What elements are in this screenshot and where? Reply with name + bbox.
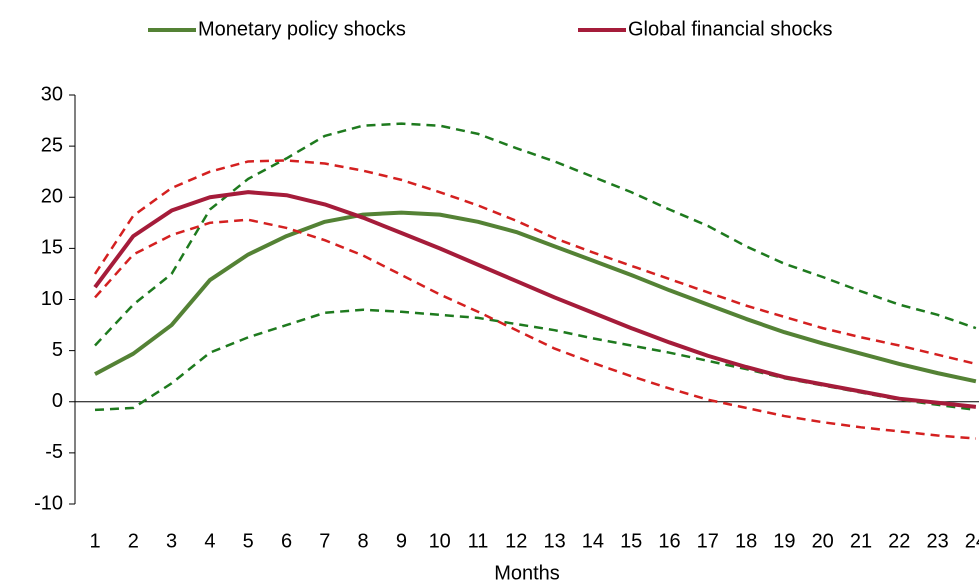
x-tick-label: 13 — [543, 530, 565, 552]
x-tick-label: 12 — [505, 530, 527, 552]
band-line — [94, 122, 977, 347]
x-tick-label: 4 — [204, 530, 215, 552]
x-tick-label: 6 — [281, 530, 292, 552]
y-tick-label: 10 — [41, 288, 63, 310]
y-tick-label: 0 — [52, 390, 63, 412]
y-tick-label: -5 — [45, 441, 63, 463]
x-tick-label: 3 — [166, 530, 177, 552]
x-tick-label: 20 — [812, 530, 834, 552]
x-tick-label: 15 — [620, 530, 642, 552]
legend-label: Monetary policy shocks — [198, 18, 406, 40]
legend-label: Global financial shocks — [628, 18, 833, 40]
y-tick-label: 5 — [52, 339, 63, 361]
x-tick-label: 7 — [319, 530, 330, 552]
band-line — [94, 308, 977, 412]
x-tick-label: 2 — [128, 530, 139, 552]
x-tick-label: 22 — [888, 530, 910, 552]
x-tick-label: 5 — [243, 530, 254, 552]
x-tick-label: 21 — [850, 530, 872, 552]
x-tick-label: 23 — [926, 530, 948, 552]
series-line — [94, 210, 977, 384]
band-line — [93, 159, 977, 366]
series-line — [93, 190, 977, 409]
band-line — [94, 218, 976, 440]
x-tick-label: 17 — [697, 530, 719, 552]
x-tick-label: 24 — [965, 530, 979, 552]
y-tick-label: 15 — [41, 237, 63, 259]
y-tick-label: 25 — [41, 134, 63, 156]
x-tick-label: 8 — [358, 530, 369, 552]
x-axis-label: Months — [494, 562, 560, 584]
x-tick-label: 9 — [396, 530, 407, 552]
x-tick-label: 14 — [582, 530, 604, 552]
y-tick-label: -10 — [34, 492, 63, 514]
x-tick-label: 16 — [658, 530, 680, 552]
x-tick-label: 18 — [735, 530, 757, 552]
x-tick-label: 10 — [429, 530, 451, 552]
y-tick-label: 20 — [41, 186, 63, 208]
x-tick-label: 19 — [773, 530, 795, 552]
y-tick-label: 30 — [41, 83, 63, 105]
x-tick-label: 11 — [468, 530, 489, 552]
x-tick-label: 1 — [89, 530, 100, 552]
